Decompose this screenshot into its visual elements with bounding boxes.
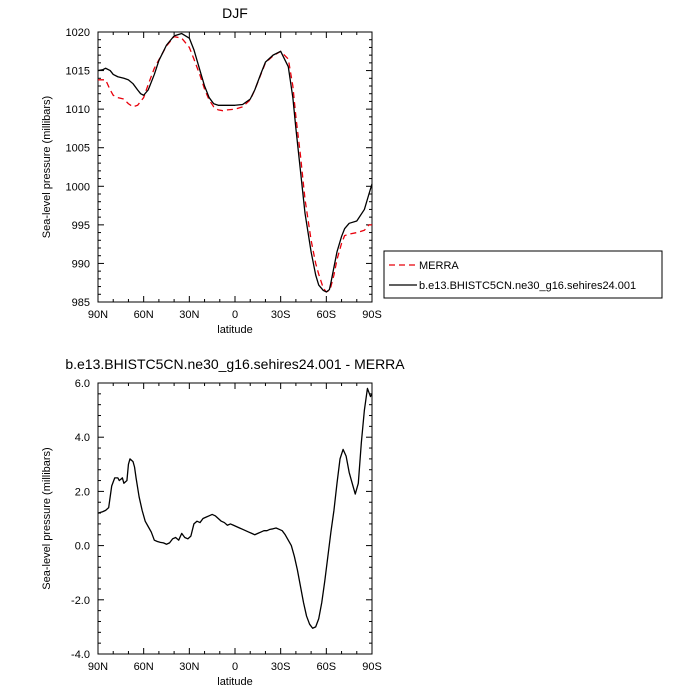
x-axis-label: latitude xyxy=(217,676,252,688)
x-tick-label: 90S xyxy=(362,309,382,321)
y-tick-label: 995 xyxy=(72,220,90,232)
y-tick-label: -4.0 xyxy=(71,649,90,661)
series-line-2 xyxy=(97,32,373,293)
y-axis-label: Sea-level pressure (millibars) xyxy=(41,96,53,238)
plot-frame xyxy=(97,31,373,303)
chart-panel-1: DJF 90N 60N 30N 0 30S 60S 90S 985 990 995 1000 1005 1… xyxy=(41,5,663,336)
x-tick-label: 0 xyxy=(232,309,238,321)
y-tick-label: 6.0 xyxy=(75,378,90,390)
x-tick-label: 30N xyxy=(179,309,199,321)
chart-panel-2: b.e13.BHISTC5CN.ne30_g16.sehires24.001 -… xyxy=(41,356,405,688)
x-tick-label: 60S xyxy=(317,661,337,673)
y-tick-label: 0.0 xyxy=(75,541,90,553)
x-tick-label: 60S xyxy=(317,309,337,321)
legend-label-1: MERRA xyxy=(419,260,459,272)
x-tick-label: 60N xyxy=(134,309,154,321)
y-tick-label: 1020 xyxy=(66,27,90,39)
x-tick-label: 30S xyxy=(271,309,291,321)
y-tick-label: 2.0 xyxy=(75,486,90,498)
x-tick-label: 30S xyxy=(271,661,291,673)
legend-label-2: b.e13.BHISTC5CN.ne30_g16.sehires24.001 xyxy=(419,280,636,292)
series-line-1 xyxy=(97,387,373,629)
y-tick-label: 1015 xyxy=(66,66,90,78)
chart-title: b.e13.BHISTC5CN.ne30_g16.sehires24.001 -… xyxy=(65,356,405,372)
y-tick-label: -2.0 xyxy=(71,595,90,607)
x-tick-label: 0 xyxy=(232,661,238,673)
x-tick-label: 90N xyxy=(88,309,108,321)
y-tick-label: 1010 xyxy=(66,104,90,116)
y-axis-label: Sea-level pressure (millibars) xyxy=(41,447,53,589)
x-axis-label: latitude xyxy=(217,324,252,336)
x-tick-label: 90N xyxy=(88,661,108,673)
y-tick-label: 1005 xyxy=(66,143,90,155)
x-tick-label: 90S xyxy=(362,661,382,673)
legend-box xyxy=(383,250,663,299)
y-tick-label: 985 xyxy=(72,297,90,309)
y-tick-label: 1000 xyxy=(66,181,90,193)
x-tick-label: 30N xyxy=(179,661,199,673)
chart-title: DJF xyxy=(222,5,248,21)
series-line-1 xyxy=(98,35,372,293)
x-tick-label: 60N xyxy=(134,661,154,673)
y-tick-label: 4.0 xyxy=(75,432,90,444)
legend: MERRA b.e13.BHISTC5CN.ne30_g16.sehires24.… xyxy=(383,250,663,299)
plot-frame xyxy=(97,382,373,655)
y-tick-label: 990 xyxy=(72,258,90,270)
